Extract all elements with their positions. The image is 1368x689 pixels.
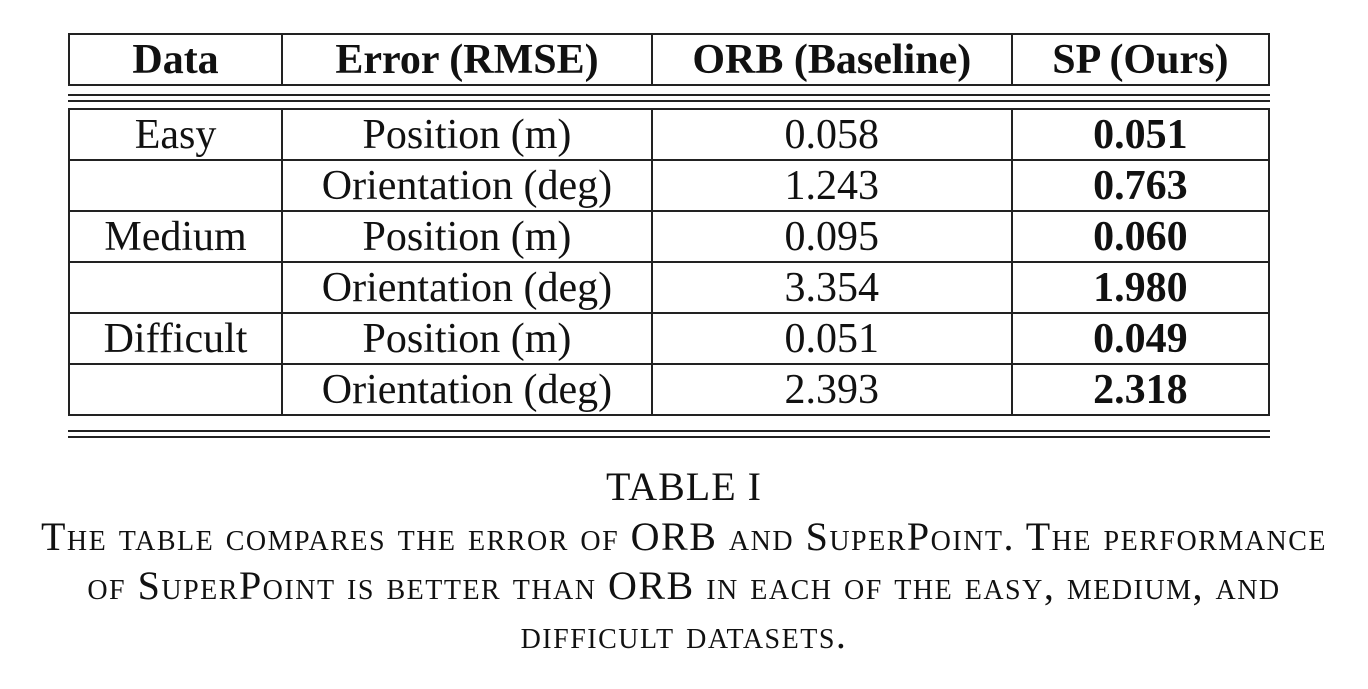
cell-sp: 1.980 — [1010, 261, 1271, 314]
table-header-row: Data Error (RMSE) ORB (Baseline) SP (Our… — [67, 33, 1271, 86]
table-row: Orientation (deg) 1.243 0.763 — [67, 159, 1271, 212]
table-caption: TABLE I The table compares the error of … — [0, 462, 1368, 659]
cell-sp: 0.049 — [1010, 312, 1271, 365]
cell-sp: 0.060 — [1010, 210, 1271, 263]
cell-data: Medium — [67, 210, 284, 263]
cell-orb: 0.095 — [650, 210, 1013, 263]
header-double-rule — [68, 94, 1270, 102]
table-row: Easy Position (m) 0.058 0.051 — [67, 108, 1271, 161]
cell-data — [67, 261, 284, 314]
cell-sp: 0.763 — [1010, 159, 1271, 212]
cell-data — [67, 363, 284, 416]
cell-sp: 0.051 — [1010, 108, 1271, 161]
cell-orb: 0.058 — [650, 108, 1013, 161]
cell-orb: 1.243 — [650, 159, 1013, 212]
cell-data — [67, 159, 284, 212]
caption-text: The table compares the error of ORB and … — [41, 514, 1327, 657]
caption-label: TABLE I — [606, 464, 762, 509]
header-error: Error (RMSE) — [281, 33, 653, 86]
table-row: Orientation (deg) 3.354 1.980 — [67, 261, 1271, 314]
footer-double-rule — [68, 430, 1270, 438]
cell-error: Position (m) — [281, 312, 653, 365]
cell-error: Position (m) — [281, 210, 653, 263]
cell-orb: 3.354 — [650, 261, 1013, 314]
results-table: Data Error (RMSE) ORB (Baseline) SP (Our… — [67, 33, 1271, 86]
cell-error: Orientation (deg) — [281, 159, 653, 212]
results-table-container: Data Error (RMSE) ORB (Baseline) SP (Our… — [67, 33, 1271, 438]
cell-data: Difficult — [67, 312, 284, 365]
header-orb: ORB (Baseline) — [650, 33, 1013, 86]
results-table-body: Easy Position (m) 0.058 0.051 Orientatio… — [67, 108, 1271, 416]
table-row: Orientation (deg) 2.393 2.318 — [67, 363, 1271, 416]
cell-error: Orientation (deg) — [281, 363, 653, 416]
table-row: Medium Position (m) 0.095 0.060 — [67, 210, 1271, 263]
cell-error: Orientation (deg) — [281, 261, 653, 314]
header-sp: SP (Ours) — [1010, 33, 1271, 86]
table-row: Difficult Position (m) 0.051 0.049 — [67, 312, 1271, 365]
cell-sp: 2.318 — [1010, 363, 1271, 416]
header-data: Data — [67, 33, 284, 86]
cell-error: Position (m) — [281, 108, 653, 161]
cell-orb: 2.393 — [650, 363, 1013, 416]
cell-data: Easy — [67, 108, 284, 161]
cell-orb: 0.051 — [650, 312, 1013, 365]
